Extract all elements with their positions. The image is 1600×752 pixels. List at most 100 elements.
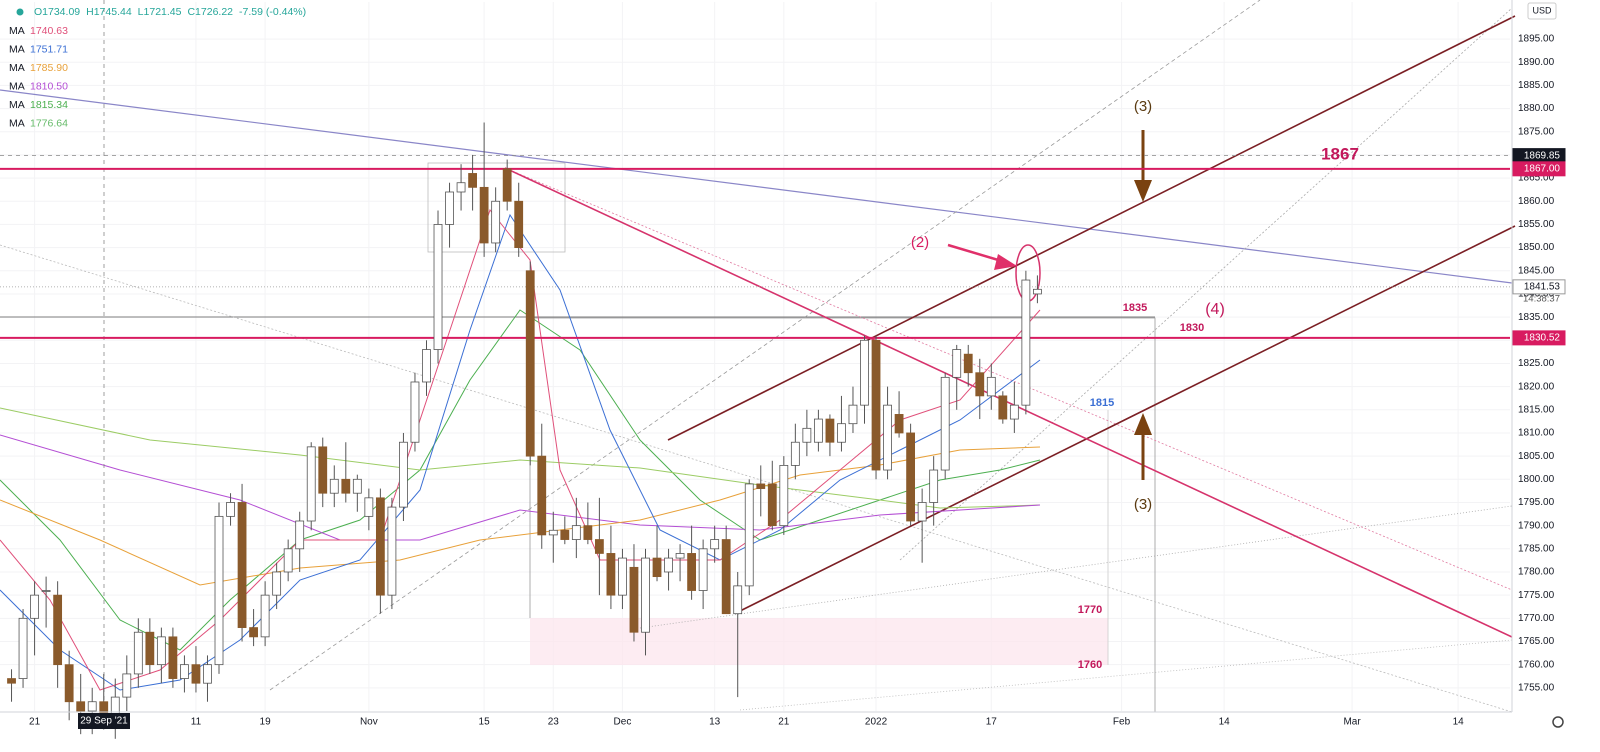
candle-body (318, 446, 328, 494)
currency-button[interactable] (1527, 2, 1557, 20)
candle-body (710, 539, 720, 550)
candle-body (295, 520, 305, 550)
crosshair-tag (78, 713, 130, 729)
candle-body (744, 483, 754, 587)
candle-body (53, 594, 63, 666)
candle-body (249, 627, 258, 638)
candle-body (664, 557, 673, 573)
candle-body (341, 478, 351, 494)
legend: O1734.09 H1745.44 L1721.45 C1726.22 -7.59 (-… (9, 6, 306, 130)
y-tick-label: 1845.00 (1518, 265, 1555, 276)
candle-body (272, 571, 282, 596)
candle-body (76, 701, 86, 712)
candle-body (975, 372, 985, 397)
countdown: 14:38:37 (1523, 293, 1560, 304)
candle-body (1009, 404, 1019, 420)
indicator-name: MA (9, 25, 25, 37)
trend-line (899, 7, 1513, 561)
y-tick-label: 1810.00 (1518, 428, 1555, 439)
x-tick-label: 23 (548, 717, 560, 728)
candle-body (560, 529, 570, 540)
y-tick-label: 1875.00 (1518, 126, 1555, 137)
candle-body (180, 664, 189, 679)
y-tick-label: 1765.00 (1518, 636, 1555, 647)
currency[interactable]: USD (1532, 5, 1552, 15)
candle-body (375, 497, 385, 596)
candle-body (191, 664, 201, 684)
candle-body (87, 701, 97, 712)
candle-body (698, 548, 708, 591)
candle-body (64, 664, 74, 703)
candle-body (721, 539, 731, 615)
candle-body (629, 566, 639, 633)
candle-body (986, 376, 996, 397)
candle-body (133, 631, 143, 675)
y-tick-label: 1760.00 (1518, 659, 1555, 670)
y-tick-label: 1860.00 (1518, 196, 1555, 207)
price-tag-label: 1869.85 (1524, 150, 1561, 161)
y-tick-label: 1805.00 (1518, 451, 1555, 462)
candle-body (652, 557, 662, 578)
candle-body (502, 168, 512, 202)
candle-body (283, 548, 293, 573)
candle-body (260, 594, 270, 638)
level-label: 1867 (1321, 144, 1359, 163)
wave-label: (3) (1134, 98, 1152, 115)
y-tick-label: 1835.00 (1518, 312, 1555, 323)
candle-body (387, 506, 397, 596)
candle-body (433, 224, 443, 350)
support-zone (530, 618, 1108, 665)
y-tick-label: 1850.00 (1518, 242, 1555, 253)
y-tick-label: 1865.00 (1518, 173, 1555, 184)
trend-line (504, 167, 1513, 638)
candle-body (514, 200, 524, 249)
candle-body (410, 381, 420, 443)
candle-body (456, 182, 466, 193)
candle-body (963, 353, 973, 374)
ma-line (0, 434, 1041, 541)
candle-body (883, 404, 892, 471)
indicator-value: 1776.64 (30, 117, 68, 129)
candle-body (479, 186, 489, 244)
indicator-name: MA (9, 80, 25, 92)
ohlc-value: H1745.44 (86, 6, 132, 18)
price-tag (1512, 161, 1566, 177)
y-tick-label: 1755.00 (1518, 682, 1555, 693)
channel-line (737, 225, 1516, 613)
candle-body (825, 418, 835, 443)
annotations: (3) (2) (4) (3) 1867 1835 1830 1815 1770… (911, 98, 1359, 671)
ohlc-value: C1726.22 (187, 6, 233, 18)
candle-body (1033, 288, 1042, 295)
candle-body (594, 539, 604, 554)
candle-body (767, 483, 777, 527)
candle-body (894, 414, 904, 434)
candle-body (641, 557, 650, 633)
candle-body (491, 200, 501, 244)
ohlc-value: L1721.45 (138, 6, 182, 18)
candle-body (813, 418, 823, 443)
candles (7, 122, 1042, 739)
price-tag (1512, 279, 1566, 295)
arrow-head (1134, 413, 1152, 435)
ma-line (0, 213, 1041, 691)
candle-body (168, 636, 178, 679)
candle-body (860, 339, 869, 406)
candle-body (468, 173, 477, 188)
candle-body (998, 395, 1008, 420)
box (427, 162, 566, 253)
candle-body (606, 553, 616, 596)
drawings (0, 0, 1516, 713)
x-tick-label: 17 (986, 717, 998, 728)
x-tick-label: 19 (260, 717, 272, 728)
settings-icon[interactable] (1552, 716, 1564, 728)
y-tick-label: 1820.00 (1518, 381, 1555, 392)
box (529, 317, 1156, 712)
ma-line (0, 208, 1041, 691)
candle-body (675, 553, 685, 559)
ohlc-value: O1734.09 (34, 6, 80, 18)
candle-body (571, 525, 581, 540)
candle-body (525, 270, 535, 457)
indicator-name: MA (9, 117, 25, 129)
arrow (947, 243, 1006, 264)
arrow-head (994, 254, 1017, 270)
